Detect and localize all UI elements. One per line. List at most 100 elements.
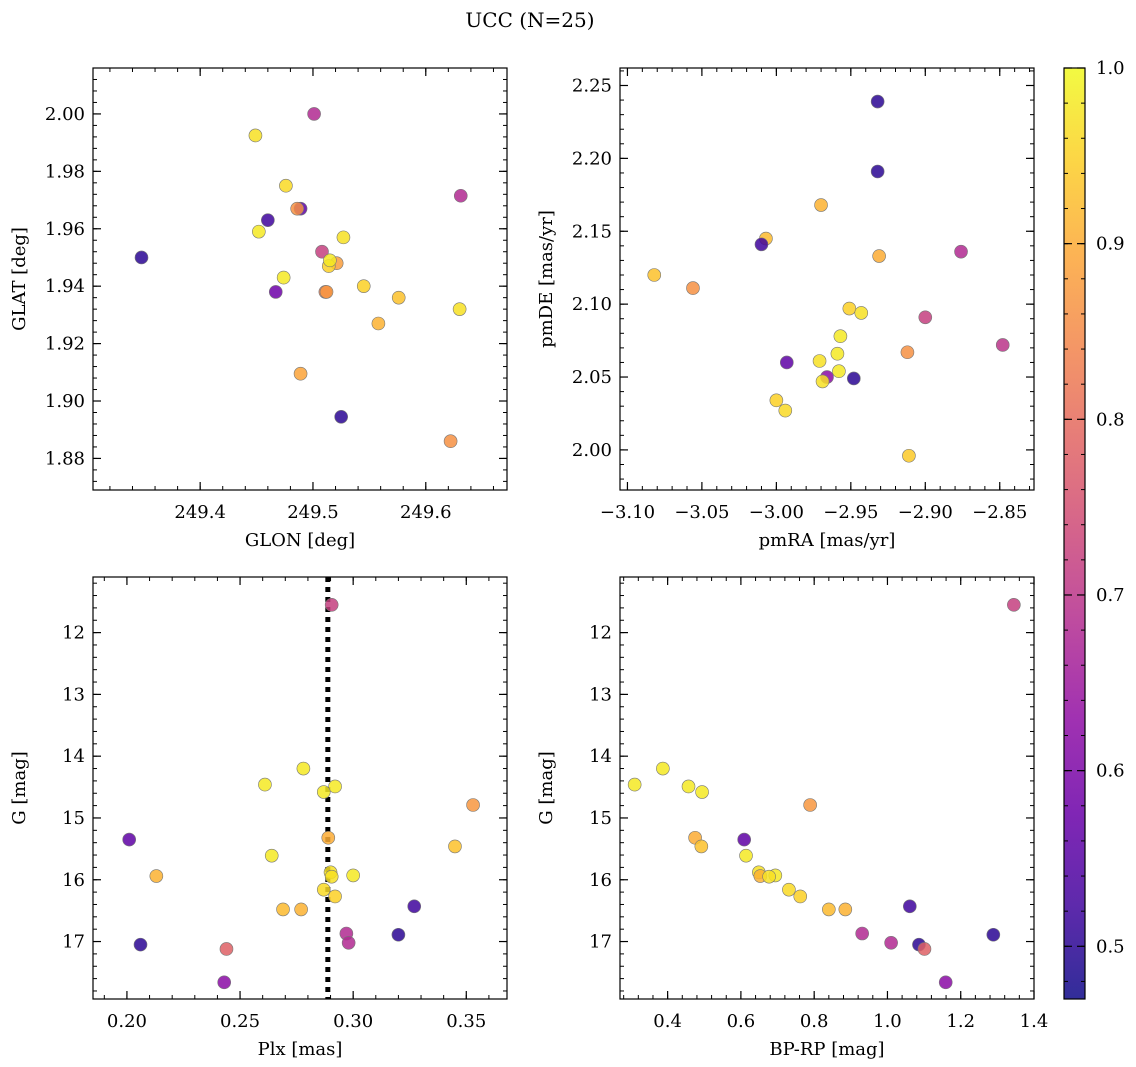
data-point [793, 889, 808, 904]
x-tick-label: 249.5 [287, 502, 339, 523]
data-point [854, 306, 869, 320]
data-point [918, 310, 933, 325]
data-point [356, 279, 371, 293]
data-point [328, 889, 342, 904]
y-tick-label: 2.10 [572, 294, 612, 315]
colorbar-frame [1063, 67, 1086, 1000]
data-point [803, 798, 817, 812]
x-axis-label: Plx [mas] [258, 1039, 343, 1060]
data-point [779, 355, 794, 370]
x-tick-label: 0.25 [220, 1011, 260, 1032]
data-point [371, 316, 386, 331]
data-point [448, 839, 462, 854]
y-tick-label: 13 [62, 684, 85, 705]
data-point [296, 761, 311, 776]
y-tick-label: 2.00 [45, 104, 85, 125]
axes-frame [619, 67, 1035, 491]
panel-4: 0.4 0.6 0.8 1.0 1.2 1.4 12 13 14 15 16 17 BP-RP [mag… [536, 576, 1048, 1060]
data-point [122, 832, 136, 847]
data-point [938, 975, 953, 990]
minor-ticks [93, 577, 507, 999]
x-tick-label: 0.8 [800, 1011, 829, 1032]
x-tick-label: 249.6 [400, 502, 452, 523]
data-point [258, 777, 272, 792]
data-point [324, 869, 339, 884]
data-point [870, 164, 885, 179]
data-point [656, 761, 670, 776]
data-point [917, 942, 932, 956]
y-tick-label: 1.94 [45, 276, 85, 297]
colorbar-tick-label: 0.9 [1096, 234, 1125, 255]
data-point [884, 935, 898, 950]
data-point [694, 839, 709, 854]
data-point [830, 346, 845, 361]
x-tick-label: −3.10 [600, 502, 655, 523]
axes-frame [619, 576, 1035, 1000]
data-point [822, 902, 836, 917]
data-point [264, 848, 279, 863]
data-point [261, 213, 275, 227]
x-tick-label: 249.4 [174, 502, 226, 523]
y-tick-label: 1.92 [45, 334, 85, 355]
y-tick-label: 12 [62, 623, 85, 644]
colorbar-tick-label: 0.5 [1096, 936, 1125, 957]
y-tick-label: 2.00 [572, 440, 612, 461]
data-point [336, 230, 351, 245]
data-point [391, 290, 406, 305]
y-tick-label: 1.90 [45, 391, 85, 412]
panel-2: −3.10 −3.05 −3.00 −2.95 −2.90 −2.85 2.00 2.05 2.… [536, 67, 1035, 551]
minor-ticks [620, 68, 1034, 490]
data-point [276, 902, 290, 917]
x-tick-label: 1.2 [946, 1011, 975, 1032]
x-tick-label: 1.0 [873, 1011, 902, 1032]
figure-title: UCC (N=25) [465, 8, 594, 32]
colorbar-tick-label: 0.8 [1096, 409, 1125, 430]
data-point [870, 94, 885, 109]
data-point [391, 927, 406, 942]
data-point [466, 798, 480, 812]
y-tick-label: 14 [589, 746, 612, 767]
x-tick-label: 0.30 [333, 1011, 373, 1032]
panel-1: 249.4 249.5 249.6 1.88 1.90 1.92 1.94 1.96 1.98 2… [9, 67, 508, 551]
data-point [293, 366, 308, 381]
data-point [832, 364, 846, 378]
y-axis-label: GLAT [deg] [9, 227, 30, 331]
data-point [321, 830, 336, 845]
data-point [217, 975, 232, 990]
data-point [855, 926, 869, 941]
x-tick-label: −3.00 [749, 502, 804, 523]
x-tick-label: −2.95 [823, 502, 878, 523]
data-point [847, 371, 861, 386]
major-ticks [93, 68, 507, 490]
data-point [346, 868, 360, 883]
data-point [842, 301, 857, 316]
data-point [1007, 598, 1021, 612]
data-point [452, 302, 467, 316]
data-point [307, 107, 321, 121]
x-tick-label: −2.90 [898, 502, 953, 523]
data-point [219, 942, 234, 956]
x-axis-label: BP-RP [mag] [769, 1039, 884, 1060]
y-tick-label: 2.15 [572, 221, 612, 242]
data-point [627, 777, 642, 792]
colorbar-tick-label: 0.7 [1096, 585, 1125, 606]
y-tick-label: 16 [62, 870, 85, 891]
axes-frame [92, 576, 508, 1000]
data-point [681, 779, 696, 794]
colorbar: 0.5 0.6 0.7 0.8 0.9 1.0 [1063, 58, 1125, 1000]
y-tick-label: 2.20 [572, 148, 612, 169]
y-tick-label: 1.96 [45, 219, 85, 240]
scatter-points [134, 107, 468, 448]
data-point [443, 434, 458, 448]
data-point [316, 785, 331, 799]
y-tick-label: 17 [589, 932, 612, 953]
data-point [739, 848, 753, 863]
colorbar-tick-label: 0.6 [1096, 761, 1125, 782]
scatter-points [647, 94, 1010, 463]
data-point [762, 869, 776, 884]
data-point [149, 869, 164, 883]
data-point [902, 448, 916, 463]
axes-frame [92, 67, 508, 491]
data-point [838, 902, 853, 917]
